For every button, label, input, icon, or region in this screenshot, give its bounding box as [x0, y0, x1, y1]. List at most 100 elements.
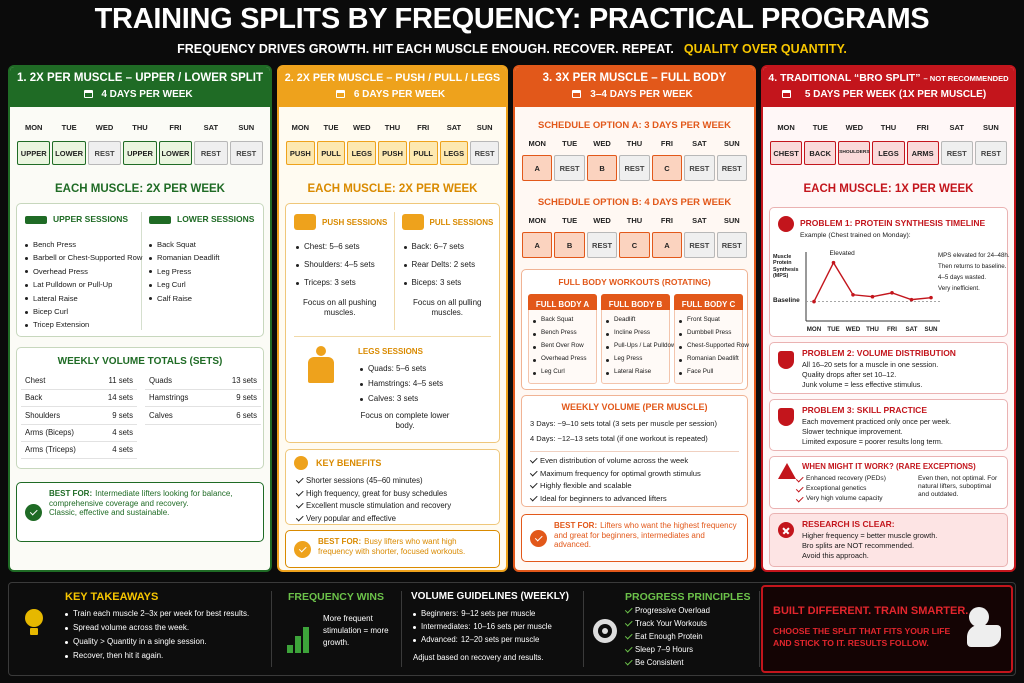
- session-icon: [401, 214, 424, 230]
- day-label: SUN: [238, 123, 255, 132]
- research-box: RESEARCH IS CLEAR: Higher frequency = bet…: [769, 513, 1008, 567]
- research-line: Avoid this approach.: [802, 551, 869, 560]
- schedule-cell: REST: [194, 141, 228, 165]
- panel-title: 3. 3X PER MUSCLE – FULL BODY: [519, 72, 750, 86]
- day-label: MON: [291, 123, 310, 132]
- schedule-label: PULL: [413, 148, 433, 158]
- schedule-label: ARMS: [911, 148, 934, 158]
- list-item: Excellent muscle stimulation and recover…: [306, 501, 452, 510]
- schedule-cell: REST: [470, 141, 499, 165]
- mps-point: [929, 295, 933, 300]
- panel: 2. 2X PER MUSCLE – PUSH / PULL / LEGS 6 D…: [277, 65, 508, 572]
- list-item: Incline Press: [614, 329, 651, 336]
- panel-title: 4. TRADITIONAL “BRO SPLIT” – NOT RECOMMEN…: [767, 72, 1010, 85]
- list-item: Be Consistent: [635, 658, 684, 667]
- exceptions-box: WHEN MIGHT IT WORK? (RARE EXCEPTIONS) Enh…: [769, 456, 1008, 509]
- schedule-label: LEGS: [878, 148, 899, 158]
- schedule-label: REST: [559, 163, 580, 173]
- problem-icon: [778, 351, 794, 369]
- volume-line: Beginners: 9–12 sets per muscle: [421, 609, 535, 618]
- x-tick-label: WED: [846, 326, 861, 333]
- x-tick-label: SUN: [924, 326, 938, 333]
- bullet: [296, 281, 299, 285]
- list-item: Romanian Deadlift: [157, 253, 220, 263]
- list-item: Even distribution of volume across the w…: [540, 456, 689, 465]
- schedule-cell: LEGS: [439, 141, 469, 165]
- day-label: WED: [593, 216, 611, 225]
- volume-line: 3 Days: ~9–10 sets total (3 sets per mus…: [530, 419, 717, 428]
- list-item: Barbell or Chest-Supported Row: [33, 253, 143, 263]
- progress-title: PROGRESS PRINCIPLES: [625, 591, 751, 603]
- timeline-title: PROBLEM 1: PROTEIN SYNTHESIS TIMELINE: [800, 218, 986, 228]
- day-label: FRI: [660, 139, 673, 148]
- schedule-cell: UPPER: [17, 141, 51, 165]
- schedule-label: C: [664, 163, 670, 173]
- volume-title: WEEKLY VOLUME (PER MUSCLE): [561, 402, 708, 412]
- day-label: SAT: [949, 123, 964, 132]
- volume-level: Advanced:: [421, 635, 458, 644]
- bullet: [533, 332, 536, 336]
- check-icon: [530, 493, 538, 501]
- list-item: Back Squat: [541, 316, 574, 323]
- volume-box: WEEKLY VOLUME TOTALS (SETS) Chest 11 sets B…: [16, 347, 264, 469]
- list-item: Chest-Supported Row: [687, 342, 749, 349]
- mps-point: [812, 299, 816, 304]
- row-divider: [145, 389, 261, 390]
- list-item: Leg Press: [157, 266, 192, 276]
- volume-line: Intermediates: 10–16 sets per muscle: [421, 622, 552, 631]
- check-icon: [625, 618, 633, 626]
- list-item: Deadlift: [614, 316, 636, 323]
- schedule-cell: A: [651, 232, 683, 258]
- day-label: FRI: [916, 123, 929, 132]
- peak-label: Elevated: [829, 249, 855, 257]
- problem-line: Limited exposure = poorer results long t…: [802, 437, 943, 446]
- y-axis-label: Muscle Protein Synthesis (MPS): [773, 254, 799, 280]
- bullet: [149, 256, 152, 260]
- timeline-box: PROBLEM 1: PROTEIN SYNTHESIS TIMELINE Exa…: [769, 207, 1010, 337]
- list-item: High frequency, great for busy schedules: [306, 488, 448, 498]
- schedule-label: LEGS: [351, 148, 372, 158]
- frequency-title: EACH MUSCLE: 1X PER WEEK: [803, 183, 974, 195]
- bullet: [413, 625, 416, 629]
- check-icon: [296, 488, 304, 496]
- volume-range: 12–20 sets per muscle: [460, 635, 540, 644]
- x-tick-label: TUE: [827, 326, 839, 333]
- check-icon: [296, 500, 304, 508]
- schedule-cell: B: [586, 155, 618, 181]
- session-title: UPPER SESSIONS: [53, 214, 129, 224]
- list-item: Very popular and effective: [306, 513, 397, 523]
- list-item: Dumbbell Press: [687, 329, 732, 336]
- list-item: Face Pull: [687, 368, 714, 375]
- bullet: [25, 323, 28, 327]
- day-label: THU: [626, 216, 643, 225]
- schedule-cell: C: [619, 232, 650, 258]
- schedule-cell: BACK: [804, 141, 837, 165]
- list-item: Shoulders: 4–5 sets: [304, 260, 375, 269]
- panel: 3. 3X PER MUSCLE – FULL BODY 3–4 DAYS PER…: [513, 65, 756, 572]
- session-note: Focus on complete lower body.: [360, 411, 450, 430]
- bulb-base: [30, 628, 38, 635]
- best-for-description: Busy lifters who want high frequency wit…: [318, 537, 466, 556]
- problem-icon: [778, 408, 794, 426]
- check-icon: [530, 468, 538, 476]
- check-icon: [530, 455, 538, 463]
- day-label: THU: [132, 123, 148, 132]
- session-title: LEGS SESSIONS: [358, 347, 423, 356]
- volume-divider: [530, 451, 739, 452]
- session-title: LOWER SESSIONS: [177, 214, 255, 224]
- problem-title: PROBLEM 3: SKILL PRACTICE: [802, 405, 927, 415]
- schedule-cell: REST: [940, 141, 973, 165]
- panel: 4. TRADITIONAL “BRO SPLIT” – NOT RECOMMEN…: [761, 65, 1016, 572]
- frequency-title: EACH MUSCLE: 2X PER WEEK: [55, 183, 225, 195]
- bullet: [533, 319, 536, 323]
- schedule-label: LEGS: [443, 148, 465, 158]
- subtitle-line: FREQUENCY DRIVES GROWTH. HIT EACH MUSCLE…: [0, 42, 1024, 57]
- list-item: Maximum frequency for optimal growth sti…: [540, 468, 701, 478]
- panel-title-note: – NOT RECOMMENDED: [923, 74, 1009, 83]
- bullet: [606, 345, 609, 349]
- muscle-sets: 9 sets: [236, 393, 257, 403]
- bullet: [296, 263, 299, 267]
- problem-box: PROBLEM 2: VOLUME DISTRIBUTION All 16–20 …: [769, 342, 1008, 394]
- footer-divider: [583, 591, 584, 667]
